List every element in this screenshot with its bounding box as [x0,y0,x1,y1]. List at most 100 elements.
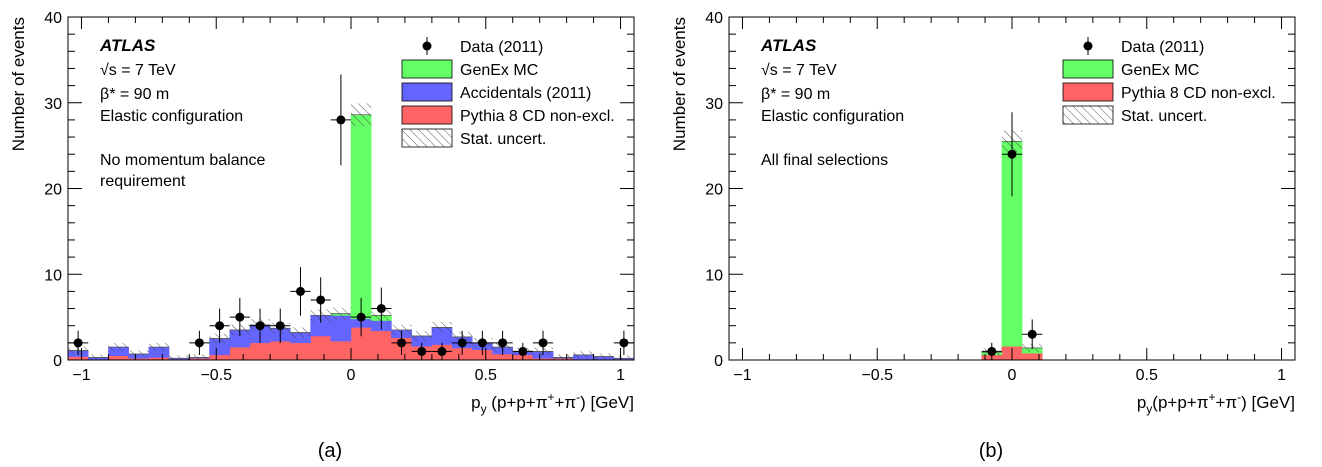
legend-swatch [401,105,453,125]
y-tick-label: 20 [705,182,723,199]
annotation-text: Elastic configuration [761,108,904,125]
data-point-1 [1007,149,1017,159]
data-point-16 [498,338,508,348]
data-point-7 [316,295,326,305]
xlabel-post: ) [GeV] [580,393,634,412]
uncert-bin-27 [613,355,634,360]
legend-swatch [401,82,453,102]
y-tick-label: 10 [44,267,62,284]
annotation-text: √s = 7 TeV [100,62,176,79]
x-tick-label: −1 [733,367,751,384]
data-point-15 [477,338,487,348]
bar-bin-2 [108,355,129,361]
chart-panel-a: −1 −0.5 0 0.5 1 0 10 20 30 40 Number of events py (… [9,10,635,462]
xlabel-sup: + [1208,390,1215,404]
y-tick-label: 0 [714,353,723,370]
xlabel-sup: + [547,390,554,404]
data-point-2 [1027,329,1037,339]
xlabel-mid: +π [554,393,576,412]
bar-bin-7 [209,354,230,361]
y-tick-label: 40 [705,10,723,27]
legend-label: Accidentals (2011) [460,85,591,102]
panel-label: (b) [979,440,1003,462]
y-axis: 0 10 20 30 40 [705,10,1295,370]
legend-swatch [1062,59,1114,79]
data-point-18 [538,338,548,348]
legend-swatch [1062,82,1114,102]
x-tick-label: 0 [1008,367,1017,384]
legend-label: Pythia 8 CD non-excl. [460,108,615,125]
legend-label: GenEx MC [460,62,538,79]
data-point-10 [376,304,386,314]
chart-panel-b: −1 −0.5 0 0.5 1 0 10 20 30 40 Number of events py(p… [661,0,1322,467]
data-point-1 [194,338,204,348]
annotation-text: √s = 7 TeV [761,62,837,79]
series-genex-mc [330,114,392,321]
y-tick-label: 40 [44,10,62,27]
data-point-11 [397,338,407,348]
legend-swatch [401,59,453,79]
data-point-0 [73,338,83,348]
xlabel-p: p [471,393,480,412]
x-tick-label: −0.5 [861,367,893,384]
legend-label: GenEx MC [1121,62,1199,79]
y-tick-label: 30 [705,96,723,113]
bar-bin-13 [330,340,352,361]
legend-label: Stat. uncert. [460,131,546,148]
annotation-text: All final selections [761,152,888,169]
data-points [68,74,634,360]
data-point-6 [295,286,305,296]
y-tick-label: 10 [705,267,723,284]
annotations: ATLAS √s = 7 TeV β* = 90 m Elastic configur… [99,36,266,190]
data-point-12 [417,346,427,356]
y-axis: 0 10 20 30 40 [44,10,634,370]
data-point-3 [235,312,245,322]
data-point-8 [336,115,346,125]
bar-bin-14 [350,114,372,320]
x-tick-label: 1 [1277,367,1286,384]
data-point-4 [255,321,265,331]
xlabel-pre: (p+p+π [487,393,548,412]
xlabel-sub: y [1146,402,1152,416]
data-point-0 [987,346,997,356]
xlabel-mid: +π [1215,393,1237,412]
x-axis: −1 −0.5 0 0.5 1 [733,17,1286,384]
legend-label: Data (2011) [1121,39,1204,56]
data-point-19 [619,338,629,348]
x-tick-label: −0.5 [200,367,232,384]
bar-bin-12 [310,335,332,361]
legend-label: Stat. uncert. [1121,108,1207,125]
uncert-bin-5 [169,355,190,360]
y-tick-label: 0 [53,353,62,370]
xlabel-post: ) [GeV] [1241,393,1295,412]
bar-bin-15 [370,330,392,361]
x-tick-label: 0.5 [1136,367,1158,384]
annotations: ATLAS √s = 7 TeV β* = 90 m Elastic configur… [760,36,904,169]
xlabel-sup: - [576,390,580,404]
xlabel-sup: - [1237,390,1241,404]
data-point-13 [437,346,447,356]
data-point-17 [518,346,528,356]
bar-bin-10 [269,340,291,361]
bar-bin-0 [67,356,89,361]
panel-label: (a) [318,440,342,462]
data-point-2 [215,321,225,331]
x-tick-label: 0 [347,367,356,384]
data-point-14 [457,338,467,348]
legend-label: Data (2011) [460,39,543,56]
bar-bin-8 [229,346,251,361]
annotation-text: Elastic configuration [100,108,243,125]
x-axis-label: py(p+p+π++π-) [GeV] [1137,390,1295,416]
legend: Data (2011) GenEx MC Pythia 8 CD non-excl.… [1062,37,1276,125]
y-axis-label: Number of events [9,17,28,151]
annotation-text: requirement [100,173,186,190]
data-points [981,112,1043,360]
legend: Data (2011) GenEx MC Accidentals (2011) Pyt… [401,37,615,148]
xlabel-pre: (p+p+π [1152,393,1208,412]
y-tick-label: 20 [44,182,62,199]
legend-swatch-uncert [1062,105,1114,125]
atlas-label: ATLAS [99,36,156,55]
y-tick-label: 30 [44,96,62,113]
